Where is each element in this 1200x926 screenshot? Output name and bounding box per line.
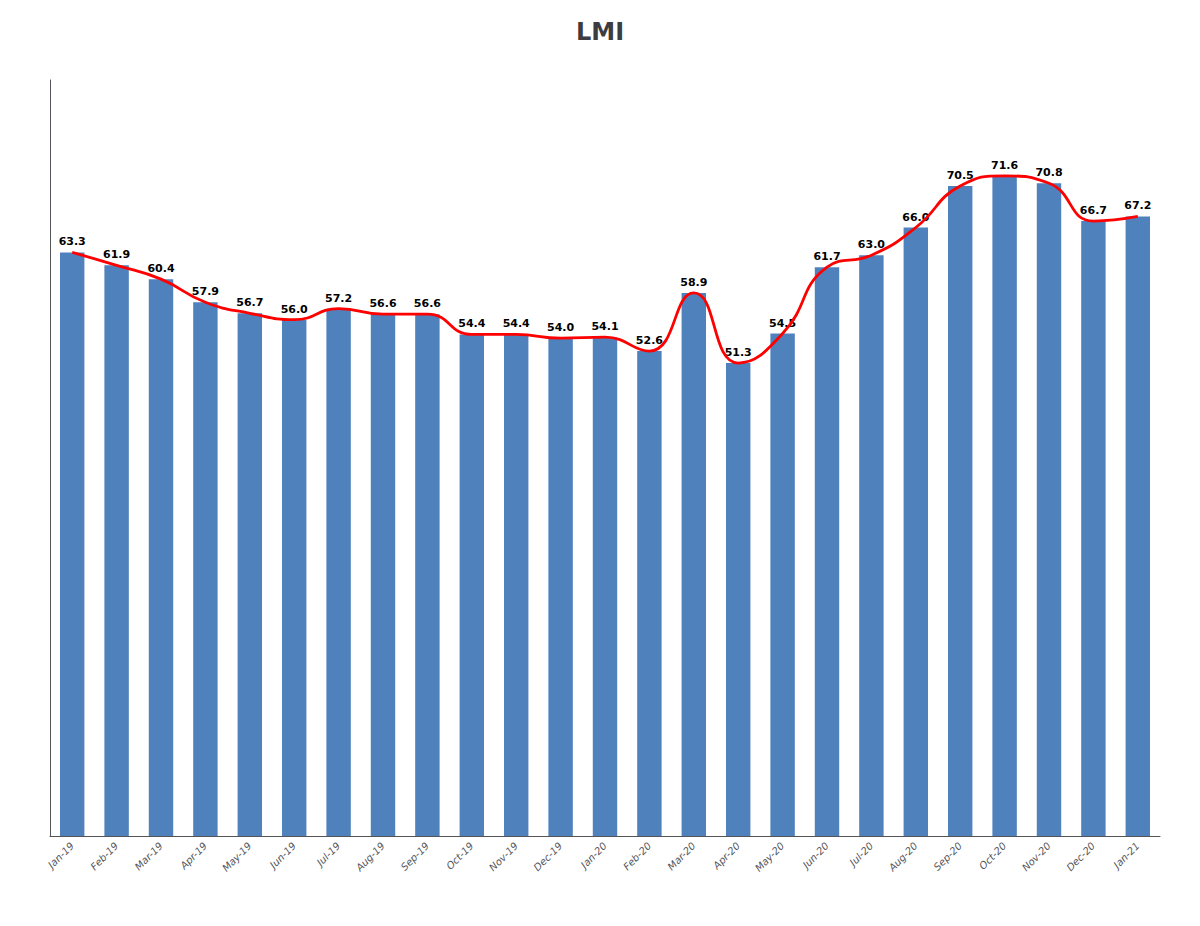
svg-text:54.1: 54.1: [591, 320, 618, 333]
svg-text:Oct-19: Oct-19: [444, 840, 476, 872]
svg-text:Apr-19: Apr-19: [177, 840, 209, 872]
svg-text:54.4: 54.4: [458, 317, 485, 330]
svg-text:67.2: 67.2: [1124, 199, 1151, 212]
svg-text:52.6: 52.6: [636, 334, 663, 347]
svg-text:May-20: May-20: [753, 840, 787, 874]
svg-text:71.6: 71.6: [991, 159, 1018, 172]
svg-text:Feb-20: Feb-20: [621, 840, 653, 872]
svg-text:63.3: 63.3: [59, 235, 86, 248]
svg-text:56.6: 56.6: [414, 297, 441, 310]
svg-text:Nov-19: Nov-19: [487, 840, 520, 873]
svg-text:Oct-20: Oct-20: [977, 840, 1009, 872]
svg-text:Jun-19: Jun-19: [266, 840, 298, 872]
svg-text:54.4: 54.4: [503, 317, 530, 330]
svg-text:57.2: 57.2: [325, 292, 352, 305]
svg-text:66.7: 66.7: [1080, 204, 1107, 217]
svg-text:Nov-20: Nov-20: [1020, 840, 1053, 873]
svg-text:Jun-20: Jun-20: [799, 840, 831, 872]
svg-text:Jul-20: Jul-20: [846, 840, 875, 869]
svg-text:57.9: 57.9: [192, 285, 219, 298]
svg-text:Dec-19: Dec-19: [532, 840, 565, 873]
svg-text:Jan-21: Jan-21: [1110, 840, 1142, 872]
svg-text:56.7: 56.7: [236, 296, 263, 309]
svg-text:70.8: 70.8: [1035, 166, 1062, 179]
svg-text:56.6: 56.6: [369, 297, 396, 310]
svg-text:May-19: May-19: [220, 840, 254, 874]
svg-text:Feb-19: Feb-19: [88, 840, 120, 872]
svg-text:61.7: 61.7: [813, 250, 841, 264]
svg-text:Dec-20: Dec-20: [1064, 840, 1097, 873]
svg-text:56.0: 56.0: [281, 303, 308, 316]
svg-text:Jul-19: Jul-19: [313, 840, 342, 869]
svg-text:Aug-20: Aug-20: [886, 840, 920, 874]
svg-text:Sep-20: Sep-20: [931, 840, 964, 873]
svg-text:Sep-19: Sep-19: [399, 840, 432, 873]
svg-text:54.0: 54.0: [547, 321, 574, 334]
svg-text:LMI: LMI: [576, 18, 624, 46]
svg-text:58.9: 58.9: [680, 276, 707, 289]
svg-text:51.3: 51.3: [725, 346, 752, 359]
svg-text:Mar-20: Mar-20: [665, 840, 697, 872]
svg-text:Mar-19: Mar-19: [133, 840, 165, 872]
svg-text:Jan-20: Jan-20: [577, 840, 609, 872]
svg-text:63.0: 63.0: [857, 238, 885, 252]
svg-text:Apr-20: Apr-20: [710, 840, 742, 872]
svg-text:61.9: 61.9: [103, 248, 130, 261]
svg-text:Aug-19: Aug-19: [353, 840, 387, 874]
svg-text:70.5: 70.5: [946, 169, 974, 182]
svg-text:66.0: 66.0: [902, 210, 930, 224]
svg-text:54.5: 54.5: [769, 316, 797, 330]
svg-text:Jan-19: Jan-19: [44, 840, 76, 872]
svg-text:60.4: 60.4: [147, 262, 174, 275]
